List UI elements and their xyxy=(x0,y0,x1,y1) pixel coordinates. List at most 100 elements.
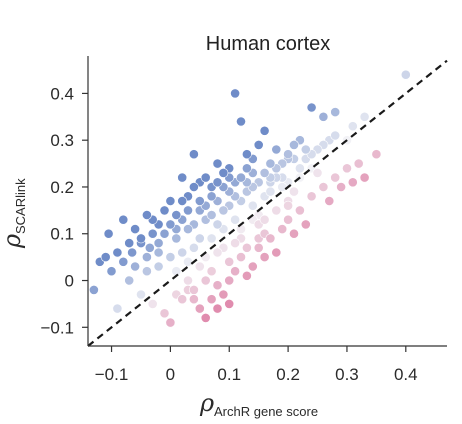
data-point xyxy=(330,130,341,141)
data-point xyxy=(224,298,235,309)
data-point xyxy=(400,69,411,80)
y-axis-label: ρ SCARlink xyxy=(0,178,28,249)
y-tick-label: −0.1 xyxy=(40,318,74,337)
data-point xyxy=(259,252,270,262)
data-point xyxy=(212,219,223,230)
data-point xyxy=(306,102,317,113)
data-point xyxy=(212,247,223,258)
data-point xyxy=(265,158,276,169)
data-point xyxy=(200,275,211,286)
data-point xyxy=(259,125,270,136)
data-point xyxy=(153,261,164,272)
y-tick-label: 0.4 xyxy=(50,84,74,103)
data-point xyxy=(347,177,358,188)
x-tick-label: 0.2 xyxy=(276,365,300,384)
data-point xyxy=(224,275,235,286)
data-point xyxy=(289,139,299,150)
y-axis-ticks: −0.1 0 0.1 0.2 0.3 0.4 xyxy=(40,84,88,337)
data-point xyxy=(183,205,193,216)
data-point xyxy=(353,158,364,169)
data-point xyxy=(136,289,146,300)
data-point xyxy=(103,228,114,239)
data-point xyxy=(165,317,176,328)
x-axis-label-subscript: ArchR gene score xyxy=(214,404,318,419)
data-point xyxy=(289,186,299,197)
y-tick-label: 0 xyxy=(65,272,74,291)
data-point xyxy=(271,144,282,155)
data-point xyxy=(230,214,240,225)
data-point xyxy=(124,275,135,286)
data-point xyxy=(183,256,193,267)
data-point xyxy=(330,107,341,117)
data-point xyxy=(236,252,246,262)
data-point xyxy=(224,256,235,267)
data-point xyxy=(194,196,205,206)
y-axis-label-symbol: ρ xyxy=(0,234,26,249)
data-point xyxy=(230,88,240,99)
data-point xyxy=(159,205,170,216)
data-point xyxy=(206,233,217,244)
data-point xyxy=(194,303,205,314)
data-point xyxy=(188,294,199,305)
x-axis-label-symbol: ρ xyxy=(199,389,214,417)
data-point xyxy=(312,167,323,178)
data-point xyxy=(265,186,276,197)
data-point xyxy=(300,144,311,155)
data-point xyxy=(318,182,329,192)
data-point xyxy=(218,289,229,300)
data-point xyxy=(200,312,211,323)
data-point xyxy=(194,233,205,244)
data-point xyxy=(141,266,152,277)
data-point xyxy=(112,247,123,258)
data-point xyxy=(124,238,135,248)
data-point xyxy=(236,172,246,183)
x-axis-ticks: −0.1 0 0.1 0.2 0.3 0.4 xyxy=(95,346,418,384)
data-point xyxy=(230,266,240,277)
y-tick-label: 0.2 xyxy=(50,178,74,197)
data-point xyxy=(294,205,305,216)
data-point xyxy=(283,200,293,211)
x-tick-label: 0.4 xyxy=(394,365,418,384)
data-point xyxy=(277,182,288,192)
data-point xyxy=(200,172,211,183)
data-point xyxy=(159,308,170,319)
x-tick-label: −0.1 xyxy=(95,365,129,384)
data-point xyxy=(236,116,246,127)
data-point xyxy=(259,167,270,178)
data-point xyxy=(89,284,99,295)
data-point xyxy=(144,242,155,253)
data-point xyxy=(206,191,217,202)
data-point xyxy=(294,163,305,174)
data-point xyxy=(241,163,252,174)
data-point xyxy=(277,224,288,234)
data-point xyxy=(106,266,117,277)
data-point xyxy=(165,196,176,206)
data-point xyxy=(188,182,199,192)
points-layer xyxy=(89,69,411,328)
data-point xyxy=(147,298,158,309)
data-point xyxy=(283,149,293,160)
data-point xyxy=(177,196,188,206)
data-point xyxy=(183,275,193,286)
data-point xyxy=(188,284,199,295)
data-point xyxy=(306,191,317,202)
data-point xyxy=(359,111,370,122)
data-point xyxy=(218,205,229,216)
x-axis-label: ρ ArchR gene score xyxy=(199,389,318,419)
data-point xyxy=(271,247,282,258)
data-point xyxy=(153,247,164,258)
data-point xyxy=(271,205,282,216)
data-point xyxy=(188,242,199,253)
data-point xyxy=(283,214,293,225)
data-point xyxy=(118,256,129,267)
data-point xyxy=(206,266,217,277)
data-point xyxy=(212,158,223,169)
x-tick-label: 0.3 xyxy=(335,365,359,384)
y-axis-label-subscript: SCARlink xyxy=(13,178,28,234)
identity-reference-line xyxy=(87,59,448,347)
data-point xyxy=(241,149,252,160)
data-point xyxy=(359,172,370,183)
data-point xyxy=(159,228,170,239)
data-point xyxy=(141,252,152,262)
